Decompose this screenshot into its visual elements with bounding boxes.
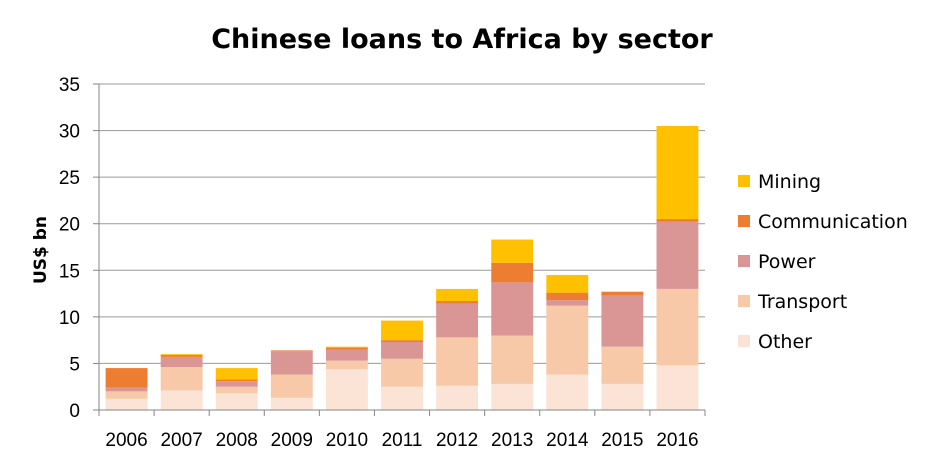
bar-communication-2008 — [215, 379, 258, 382]
y-axis-label: US$ bn — [31, 216, 51, 284]
bar-mining-2014 — [546, 274, 589, 293]
x-tick-label: 2013 — [491, 430, 533, 451]
x-tick-label: 2016 — [656, 430, 698, 451]
bar-transport-2015 — [601, 346, 644, 384]
bar-transport-2008 — [215, 386, 258, 394]
bar-other-2012 — [436, 385, 479, 410]
bar-power-2014 — [546, 300, 589, 306]
bar-power-2006 — [105, 387, 148, 392]
bar-other-2015 — [601, 383, 644, 410]
legend-swatch — [738, 175, 750, 187]
gridlines — [99, 83, 705, 364]
y-tick-labels: 0 5 10 15 20 25 30 35 — [59, 75, 80, 422]
bar-communication-2011 — [381, 340, 423, 343]
legend-label: Mining — [758, 171, 821, 193]
y-tick-label: 10 — [59, 308, 80, 329]
legend-label: Transport — [757, 291, 847, 313]
y-tick-label: 30 — [59, 122, 80, 143]
x-tick-label: 2007 — [160, 430, 202, 451]
bar-transport-2013 — [491, 335, 534, 384]
bar-other-2009 — [270, 397, 313, 410]
bar-mining-2007 — [160, 354, 203, 356]
x-tick-label: 2012 — [436, 430, 478, 451]
bar-power-2016 — [656, 221, 699, 289]
bar-power-2012 — [436, 303, 479, 338]
chart-title: Chinese loans to Africa by sector — [211, 24, 713, 55]
bar-mining-2012 — [436, 288, 479, 302]
bar-other-2014 — [546, 374, 589, 410]
bar-communication-2015 — [601, 291, 644, 296]
bar-mining-2016 — [656, 125, 699, 220]
bar-communication-2014 — [546, 292, 589, 301]
x-tick-label: 2006 — [105, 430, 147, 451]
bars — [105, 125, 699, 410]
axes — [93, 83, 706, 416]
legend-item-transport: Transport — [738, 291, 847, 313]
bar-power-2015 — [601, 295, 644, 347]
bar-communication-2016 — [656, 219, 699, 222]
bar-other-2006 — [105, 398, 148, 410]
legend-swatch — [738, 215, 750, 227]
legend-label: Other — [758, 331, 812, 353]
bar-mining-2013 — [491, 239, 534, 263]
y-tick-label: 5 — [69, 354, 80, 375]
bar-other-2010 — [325, 369, 368, 410]
bar-transport-2016 — [656, 288, 699, 366]
y-tick-label: 25 — [59, 168, 80, 189]
legend-swatch — [738, 295, 750, 307]
x-tick-label: 2011 — [382, 430, 423, 451]
bar-communication-2006 — [105, 368, 148, 388]
bar-transport-2007 — [160, 367, 203, 391]
bar-transport-2010 — [325, 360, 368, 370]
legend-label: Power — [758, 251, 816, 273]
bar-power-2011 — [381, 342, 423, 359]
bar-power-2010 — [325, 349, 368, 361]
bar-communication-2010 — [325, 347, 368, 350]
y-tick-label: 0 — [69, 401, 80, 422]
bar-other-2011 — [381, 386, 423, 410]
legend-item-communication: Communication — [738, 211, 908, 233]
legend-swatch — [738, 335, 750, 347]
x-tick-label: 2015 — [601, 430, 643, 451]
bar-other-2007 — [160, 390, 203, 410]
x-tick-label: 2009 — [271, 430, 313, 451]
bar-other-2013 — [491, 383, 534, 410]
bar-communication-2009 — [270, 350, 313, 352]
bar-power-2007 — [160, 356, 203, 368]
bar-communication-2007 — [160, 355, 203, 357]
y-tick-label: 20 — [59, 215, 80, 236]
bar-other-2008 — [215, 393, 258, 410]
bar-transport-2012 — [436, 337, 479, 386]
bar-power-2009 — [270, 351, 313, 375]
x-tick-labels: 2006 2007 2008 2009 2010 2011 2012 2013 2014 2015… — [105, 430, 698, 451]
x-tick-label: 2008 — [216, 430, 258, 451]
legend: Mining Communication Power Transport Other — [738, 171, 908, 353]
legend-item-mining: Mining — [738, 171, 821, 193]
legend-label: Communication — [758, 211, 908, 233]
x-tick-label: 2014 — [546, 430, 589, 451]
bar-transport-2009 — [270, 374, 313, 398]
bar-transport-2011 — [381, 358, 423, 387]
y-tick-label: 35 — [59, 75, 80, 96]
bar-mining-2011 — [381, 320, 423, 341]
x-tick-label: 2010 — [326, 430, 368, 451]
bar-communication-2012 — [436, 301, 479, 304]
bar-transport-2006 — [105, 391, 148, 399]
bar-other-2016 — [656, 365, 699, 410]
legend-item-other: Other — [738, 331, 812, 353]
bar-transport-2014 — [546, 305, 589, 375]
bar-mining-2008 — [215, 368, 258, 380]
bar-power-2008 — [215, 381, 258, 387]
bar-communication-2013 — [491, 262, 534, 283]
legend-swatch — [738, 255, 750, 267]
bar-mining-2010 — [325, 346, 368, 348]
legend-item-power: Power — [738, 251, 816, 273]
bar-power-2013 — [491, 282, 534, 336]
y-tick-label: 15 — [59, 261, 80, 282]
